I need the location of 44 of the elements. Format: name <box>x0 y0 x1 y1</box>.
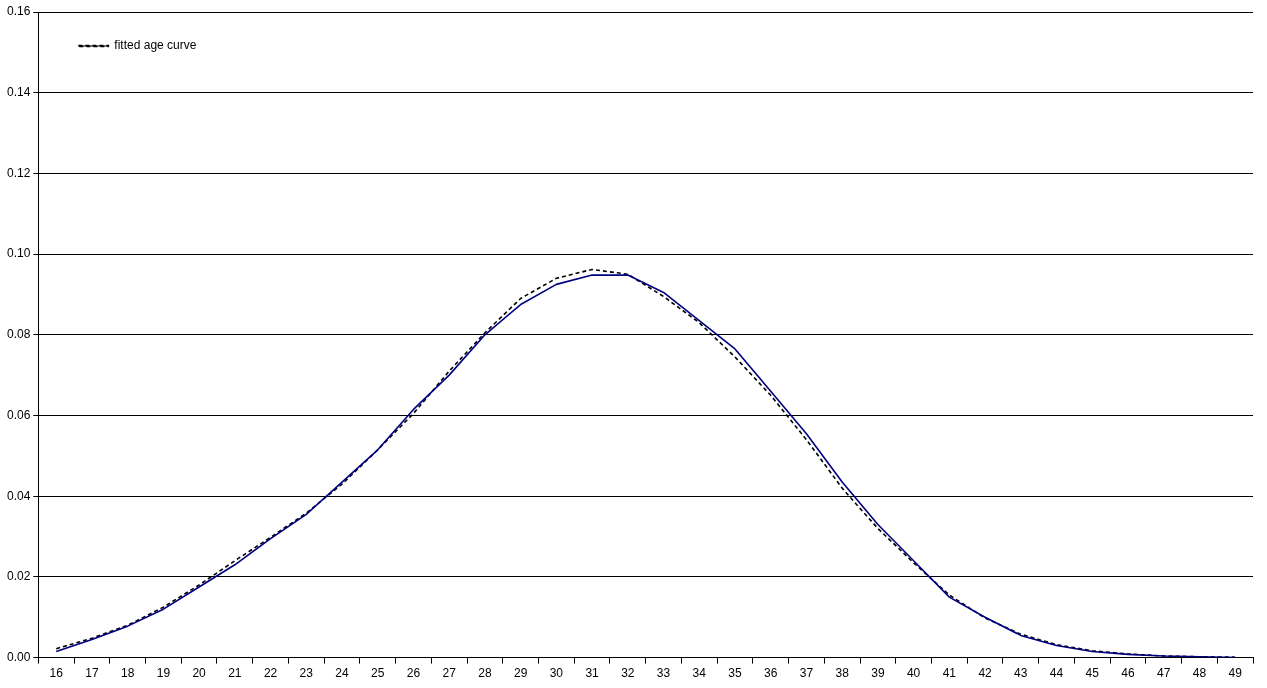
x-tick-label: 19 <box>156 666 171 681</box>
x-tick-label: 40 <box>906 666 921 681</box>
x-tick-label: 25 <box>371 666 385 681</box>
x-tick-label: 48 <box>1192 666 1207 681</box>
y-tick-label: 0.10 <box>7 246 31 261</box>
x-tick-label: 22 <box>263 666 278 681</box>
x-tick-label: 39 <box>871 666 885 681</box>
x-tick-label: 26 <box>406 666 421 681</box>
y-tick-label: 0.16 <box>7 4 31 19</box>
x-tick-label: 44 <box>1049 666 1064 681</box>
y-tick-label: 0.06 <box>7 407 31 422</box>
y-tick-label: 0.04 <box>7 488 31 503</box>
y-tick-label: 0.14 <box>7 85 31 100</box>
x-tick-label: 47 <box>1157 666 1171 681</box>
x-tick-label: 23 <box>299 666 314 681</box>
y-tick-label: 0.12 <box>7 165 31 180</box>
x-tick-label: 41 <box>942 666 957 681</box>
x-tick-label: 36 <box>764 666 778 681</box>
x-tick-label: 32 <box>621 666 635 681</box>
x-tick-label: 31 <box>585 666 600 681</box>
x-tick-label: 16 <box>49 666 64 681</box>
x-tick-label: 46 <box>1121 666 1135 681</box>
x-tick-label: 45 <box>1085 666 1100 681</box>
x-tick-label: 42 <box>978 666 993 681</box>
x-tick-label: 18 <box>120 666 135 681</box>
x-tick-label: 38 <box>835 666 850 681</box>
x-tick-label: 17 <box>85 666 99 681</box>
x-tick-label: 27 <box>442 666 457 681</box>
x-tick-label: 29 <box>513 666 528 681</box>
y-tick-label: 0.02 <box>7 569 31 584</box>
x-tick-label: 28 <box>478 666 492 681</box>
x-tick-label: 33 <box>656 666 671 681</box>
y-tick-label: 0.00 <box>7 649 31 664</box>
x-tick-label: 24 <box>335 666 350 681</box>
legend-label: fitted age curve <box>114 38 197 53</box>
x-tick-label: 49 <box>1228 666 1243 681</box>
x-tick-label: 35 <box>728 666 742 681</box>
x-tick-label: 34 <box>692 666 707 681</box>
x-tick-label: 30 <box>549 666 564 681</box>
x-tick-label: 21 <box>228 666 242 681</box>
y-tick-label: 0.08 <box>7 327 31 342</box>
x-tick-label: 20 <box>192 666 207 681</box>
x-tick-label: 37 <box>799 666 814 681</box>
x-tick-label: 43 <box>1014 666 1028 681</box>
